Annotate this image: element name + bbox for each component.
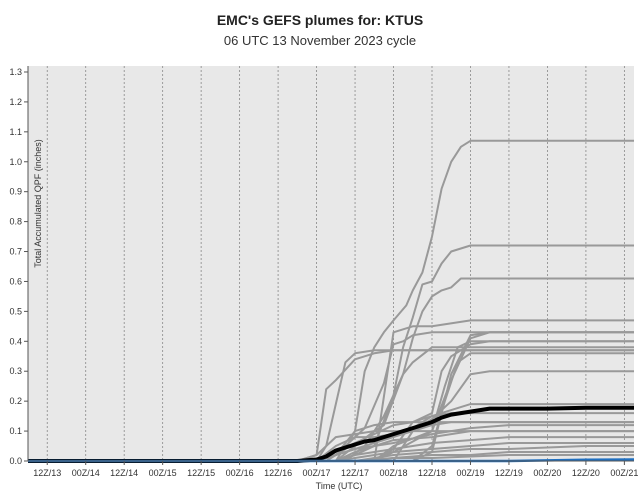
y-axis: 0.0 0.1 0.2 0.3 0.4 0.5 0.6 0.7 0.8 0.9 1.0 1.1 1.2 1… [9,66,29,466]
y-tick-label: 0.3 [9,366,22,376]
x-tick-label: 00Z/15 [149,468,177,478]
x-tick-label: 12Z/16 [264,468,292,478]
member-line [28,346,634,462]
x-axis: 12Z/13 00Z/14 12Z/14 00Z/15 12Z/15 00Z/16 12Z/… [28,460,638,478]
y-tick-label: 1.0 [9,157,22,167]
y-tick-label: 0.5 [9,306,22,316]
x-tick-label: 00Z/21 [610,468,638,478]
y-tick-label: 0.7 [9,247,22,257]
x-tick-label: 00Z/18 [380,468,408,478]
y-tick-label: 1.3 [9,67,22,77]
x-axis-label: Time (UTC) [316,481,363,491]
x-tick-label: 12Z/20 [572,468,600,478]
member-line [28,340,634,462]
y-tick-label: 0.0 [9,456,22,466]
x-tick-label: 00Z/16 [226,468,254,478]
y-tick-label: 0.4 [9,336,22,346]
y-tick-label: 1.1 [9,127,22,137]
x-tick-label: 12Z/17 [341,468,369,478]
y-tick-label: 0.2 [9,396,22,406]
x-tick-label: 12Z/18 [418,468,446,478]
grid-lines [46,66,625,461]
y-tick-label: 1.2 [9,97,22,107]
x-tick-label: 12Z/19 [495,468,523,478]
mean-series [28,405,634,463]
y-axis-label: Total Accumulated QPF (inches) [33,139,43,268]
plot-background [28,66,634,461]
x-tick-label: 12Z/15 [187,468,215,478]
y-tick-label: 0.8 [9,217,22,227]
x-tick-label: 00Z/19 [456,468,484,478]
y-tick-label: 0.6 [9,276,22,286]
x-tick-label: 12Z/14 [110,468,138,478]
x-tick-label: 00Z/17 [303,468,331,478]
x-tick-label: 00Z/20 [533,468,561,478]
mean-line [28,405,634,463]
y-tick-label: 0.1 [9,426,22,436]
x-tick-label: 00Z/14 [72,468,100,478]
chart-title: EMC's GEFS plumes for: KTUS [216,12,424,28]
x-tick-label: 12Z/13 [33,468,61,478]
member-line [28,370,634,462]
chart-subtitle: 06 UTC 13 November 2023 cycle [223,33,417,48]
y-tick-label: 0.9 [9,187,22,197]
